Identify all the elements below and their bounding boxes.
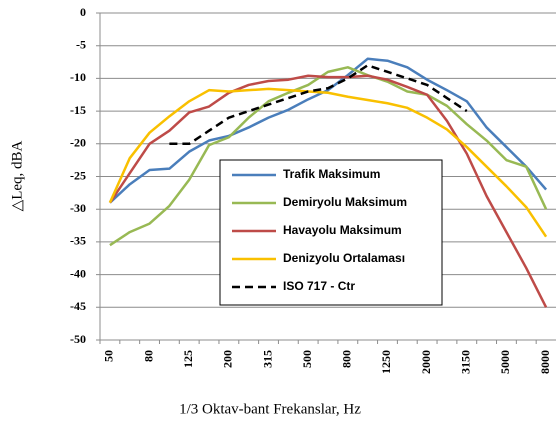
y-tick-label: -50 xyxy=(70,332,86,346)
y-tick-label: -45 xyxy=(70,299,86,313)
x-tick-label: 5000 xyxy=(498,350,512,374)
y-axis-label: △Leq, dBA xyxy=(9,140,25,211)
y-tick-label: -40 xyxy=(70,266,86,280)
x-tick-label: 800 xyxy=(340,350,354,368)
series-line xyxy=(109,57,548,204)
y-tick-label: 0 xyxy=(80,5,86,19)
y-tick-label: -30 xyxy=(70,201,86,215)
x-tick-label: 200 xyxy=(221,350,235,368)
legend-label: Demiryolu Maksimum xyxy=(283,195,407,209)
y-tick-label: -25 xyxy=(70,168,86,182)
series-line xyxy=(108,74,548,308)
x-tick-label: 80 xyxy=(141,350,155,362)
x-tick-label: 1250 xyxy=(379,350,393,374)
series-line xyxy=(169,64,468,146)
legend-label: Trafik Maksimum xyxy=(283,167,380,181)
legend-label: Denizyolu Ortalaması xyxy=(283,251,405,265)
series-line xyxy=(109,66,548,247)
y-tick-label: -5 xyxy=(76,37,86,51)
series-line xyxy=(108,87,548,238)
y-tick-label: -10 xyxy=(70,70,86,84)
x-tick-label: 2000 xyxy=(419,350,433,374)
y-tick-label: -15 xyxy=(70,103,86,117)
x-axis-label: 1/3 Oktav-bant Frekanslar, Hz xyxy=(179,401,361,417)
legend xyxy=(219,159,443,306)
x-tick-label: 8000 xyxy=(538,350,552,374)
y-tick-label: -20 xyxy=(70,136,86,150)
x-tick-label: 3150 xyxy=(459,350,473,374)
y-tick-label: -35 xyxy=(70,234,86,248)
legend-label: ISO 717 - Ctr xyxy=(283,279,355,293)
x-tick-label: 315 xyxy=(260,350,274,368)
x-tick-label: 500 xyxy=(300,350,314,368)
x-tick-label: 125 xyxy=(181,350,195,368)
legend-label: Havayolu Maksimum xyxy=(283,223,402,237)
x-tick-label: 50 xyxy=(102,350,116,362)
